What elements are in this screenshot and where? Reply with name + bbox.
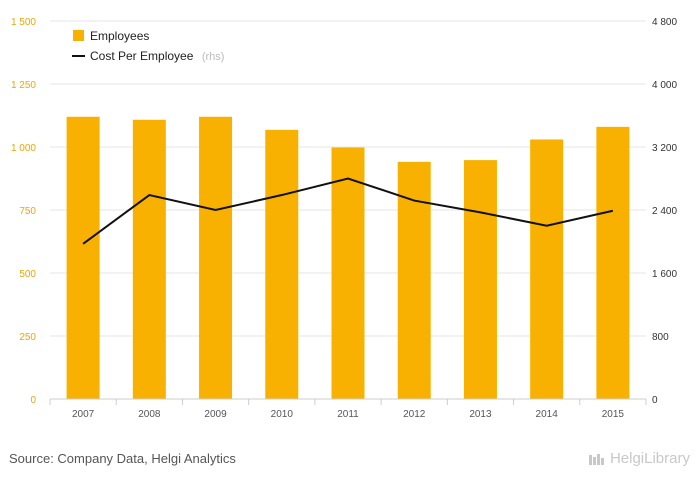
brand-name: HelgiLibrary [609, 450, 690, 467]
right-tick-label: 0 [652, 395, 658, 406]
right-tick-label: 3 200 [652, 143, 677, 154]
x-tick-label: 2007 [72, 409, 95, 420]
x-tick-label: 2013 [469, 409, 492, 420]
legend-label-employees: Employees [90, 29, 149, 43]
brand-logo: HelgiLibrary [588, 450, 690, 467]
bar-series [66, 116, 630, 399]
x-tick-label: 2008 [138, 409, 161, 420]
bar [132, 119, 166, 399]
library-icon [588, 453, 604, 465]
legend-swatch-employees [73, 30, 84, 41]
x-tick-label: 2010 [271, 409, 294, 420]
left-tick-label: 250 [19, 332, 36, 343]
bar [331, 147, 365, 399]
left-tick-label: 750 [19, 206, 36, 217]
bar [265, 129, 299, 399]
bar [199, 116, 233, 399]
right-tick-label: 1 600 [652, 269, 677, 280]
bar [66, 116, 100, 399]
x-tick-label: 2009 [204, 409, 227, 420]
line-series [82, 177, 614, 245]
right-tick-label: 4 800 [652, 17, 677, 28]
x-tick-label: 2011 [337, 409, 359, 420]
left-tick-label: 1 250 [11, 80, 36, 91]
right-tick-label: 800 [652, 332, 669, 343]
left-tick-label: 1 500 [11, 17, 36, 28]
legend: Employees Cost Per Employee (rhs) [72, 29, 224, 64]
x-tick-label: 2014 [536, 409, 559, 420]
right-tick-label: 2 400 [652, 206, 677, 217]
left-tick-label: 500 [19, 269, 36, 280]
bar [596, 126, 630, 399]
x-tick-label: 2015 [602, 409, 625, 420]
series-line [82, 177, 614, 245]
right-tick-label: 4 000 [652, 80, 677, 91]
bar [463, 160, 497, 399]
legend-label-cost-suffix: (rhs) [202, 51, 225, 63]
source-note: Source: Company Data, Helgi Analytics [9, 451, 236, 466]
axes: 0 250 500 750 1 000 1 250 1 500 0 800 1 600 2 400 3… [11, 17, 677, 420]
x-tick-label: 2012 [403, 409, 426, 420]
legend-label-cost: Cost Per Employee (rhs) [90, 47, 224, 64]
left-tick-label: 1 000 [11, 143, 36, 154]
legend-label-cost-name: Cost Per Employee [90, 49, 194, 63]
combo-chart: 0 250 500 750 1 000 1 250 1 500 0 800 1 600 2 400 3… [11, 17, 677, 420]
left-tick-label: 0 [30, 395, 36, 406]
bar [530, 139, 564, 399]
